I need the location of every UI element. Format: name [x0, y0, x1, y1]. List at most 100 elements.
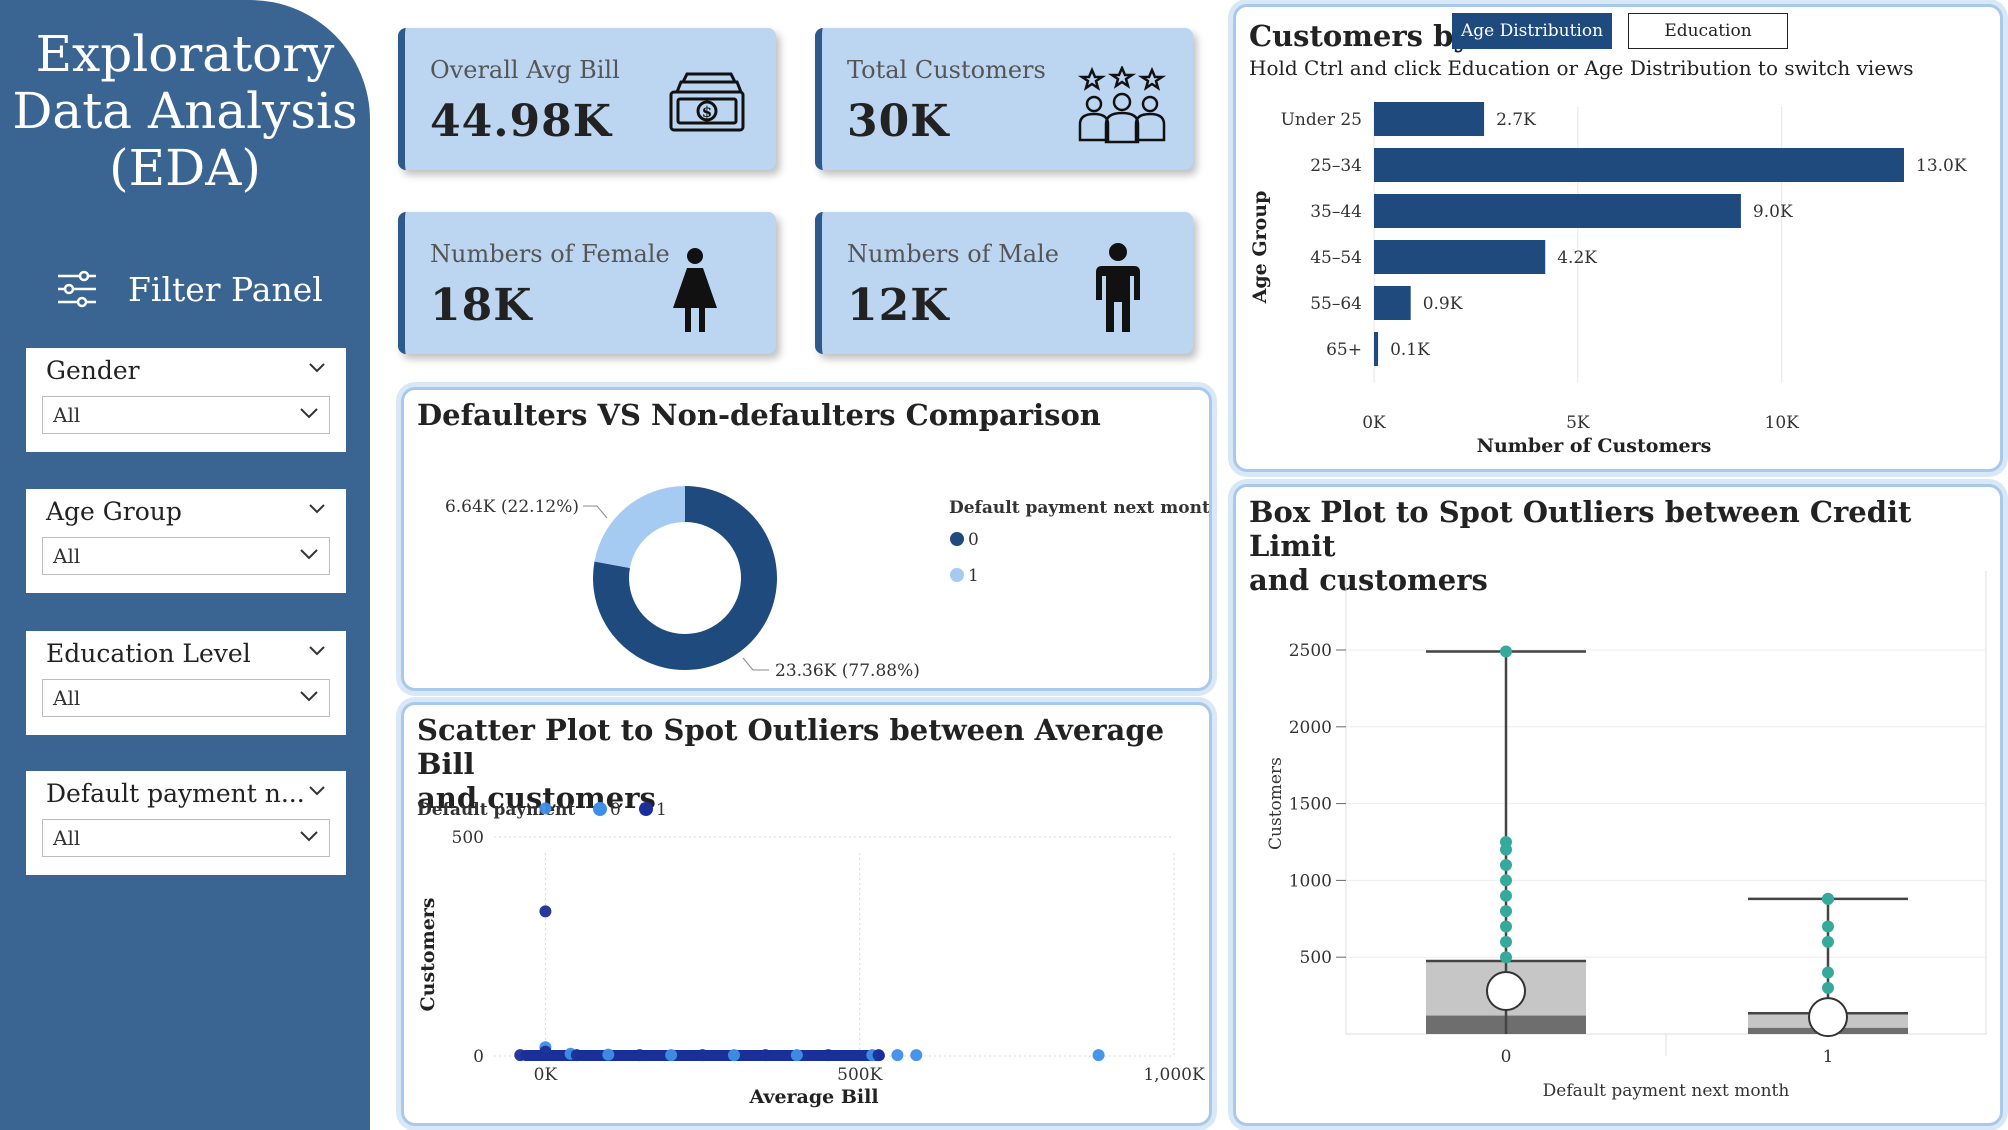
y-tick-label: 0: [473, 1047, 484, 1067]
filter-panel-label: Filter Panel: [128, 269, 323, 309]
scatter-point: [1092, 1049, 1105, 1062]
outlier-point: [1500, 874, 1512, 887]
bar: [1374, 332, 1379, 366]
box-title-line: Box Plot to Spot Outliers between Credit…: [1249, 495, 1912, 563]
box-title-line: and customers: [1249, 563, 1488, 597]
legend-title: Default payment next month: [949, 498, 1209, 518]
leader-line: [742, 657, 769, 671]
box-plot-chart: 500 1000 1500 2000 2500 0 1 Default payment nex…: [1266, 571, 1987, 1101]
x-tick-label: 0K: [534, 1065, 558, 1085]
education-level-select[interactable]: All: [42, 679, 330, 717]
age-group-filter: Age Group All: [26, 489, 346, 593]
kpi-female-count: Numbers of Female 18K: [398, 212, 776, 354]
outlier-point: [1500, 951, 1512, 964]
outlier-point: [1822, 935, 1834, 948]
scatter-point: [514, 1049, 527, 1062]
data-label: 4.2K: [1557, 248, 1597, 268]
data-label: 13.0K: [1916, 156, 1967, 176]
app-title-line: Exploratory: [35, 25, 335, 83]
gender-select[interactable]: All: [42, 396, 330, 434]
x-axis-label: Average Bill: [748, 1086, 878, 1108]
outlier-point: [1500, 889, 1512, 902]
chevron-down-icon[interactable]: [308, 645, 326, 657]
kpi-total-customers: Total Customers 30K: [815, 28, 1193, 170]
y-axis-label: Age Group: [1249, 191, 1271, 305]
scatter-title-line: and customers: [417, 781, 656, 815]
outlier-point: [1500, 905, 1512, 918]
select-value: All: [53, 403, 81, 427]
female-icon: [673, 248, 717, 332]
y-axis-label: Customers: [1266, 757, 1286, 850]
outlier-point: [1500, 859, 1512, 872]
legend-label: 1: [656, 800, 667, 820]
x-axis-label: Number of Customers: [1477, 435, 1712, 457]
chevron-down-icon[interactable]: [308, 362, 326, 374]
kpi-title: Numbers of Female: [430, 240, 670, 268]
legend-marker: [950, 568, 964, 582]
box-plot-panel: Box Plot to Spot Outliers between Credit…: [1233, 484, 2003, 1126]
education-toggle[interactable]: Education: [1628, 13, 1788, 49]
x-tick-label: 0: [1501, 1047, 1512, 1067]
outlier-point: [1500, 920, 1512, 933]
category-label: 65+: [1326, 340, 1362, 360]
median-marker: [1808, 997, 1848, 1038]
outlier-point: [1500, 935, 1512, 948]
x-tick-label: 500K: [837, 1065, 882, 1085]
x-tick-label: 1,000K: [1143, 1065, 1205, 1085]
filter-sidebar: Exploratory Data Analysis (EDA) Filter P…: [0, 0, 370, 1130]
select-value: All: [53, 544, 81, 568]
y-tick-label: 2500: [1289, 641, 1332, 661]
kpi-title: Total Customers: [847, 56, 1046, 84]
customers-icon: [1077, 66, 1167, 144]
male-icon: [1096, 243, 1140, 332]
filter-panel-header: Filter Panel: [56, 268, 323, 310]
chevron-down-icon: [300, 408, 318, 419]
kpi-value: 18K: [430, 280, 533, 331]
scatter-chart: Default payment 0 1 0K 500K 1,000K 0 500 Average…: [417, 800, 1205, 1108]
donut-chart: 23.36K (77.88%) 6.64K (22.12%) Default pay…: [445, 486, 1209, 681]
age-bar-chart: Under 25 2.7K 25–34 13.0K 35–44 9.0K 45–54 4.2K…: [1249, 102, 1967, 457]
category-label: Under 25: [1281, 110, 1362, 130]
x-tick-label: 0K: [1362, 413, 1386, 433]
legend-label: 0: [610, 800, 621, 820]
select-value: All: [53, 686, 81, 710]
kpi-title: Numbers of Male: [847, 240, 1059, 268]
kpi-value: 44.98K: [430, 96, 613, 147]
filter-label: Age Group: [46, 497, 182, 526]
scatter-point: [633, 1049, 646, 1062]
age-distribution-toggle[interactable]: Age Distribution: [1452, 13, 1612, 49]
app-title-line: Data Analysis: [12, 82, 358, 140]
kpi-value: 12K: [847, 280, 950, 331]
sliders-icon: [58, 270, 96, 308]
money-icon: $: [669, 72, 745, 132]
scatter-panel: Scatter Plot to Spot Outliers between Av…: [401, 702, 1212, 1126]
category-label: 25–34: [1310, 156, 1362, 176]
chevron-down-icon[interactable]: [308, 503, 326, 515]
outlier-point: [1500, 843, 1512, 856]
kpi-value: 30K: [847, 96, 950, 147]
scatter-panel-title: Scatter Plot to Spot Outliers between Av…: [417, 713, 1209, 815]
chevron-down-icon[interactable]: [308, 785, 326, 797]
scatter-point: [891, 1049, 904, 1062]
data-label: 0.1K: [1390, 340, 1430, 360]
outlier-point: [1822, 966, 1834, 979]
legend-label: 1: [968, 566, 979, 586]
outlier-point: [1500, 645, 1512, 658]
legend-label: 0: [968, 530, 979, 550]
kpi-male-count: Numbers of Male 12K: [815, 212, 1193, 354]
filter-label: Education Level: [46, 639, 251, 668]
default-payment-select[interactable]: All: [42, 819, 330, 857]
x-tick-label: 1: [1823, 1047, 1834, 1067]
scatter-title-line: Scatter Plot to Spot Outliers between Av…: [417, 713, 1165, 781]
bar: [1374, 148, 1904, 182]
age-group-select[interactable]: All: [42, 537, 330, 575]
svg-text:$: $: [702, 103, 712, 121]
median-marker: [1486, 970, 1526, 1011]
donut-panel: Defaulters VS Non-defaulters Comparison …: [401, 387, 1212, 691]
age-panel-title: Customers by: [1249, 19, 1471, 53]
y-axis-label: Customers: [417, 898, 439, 1012]
chevron-down-icon: [300, 831, 318, 842]
x-tick-label: 5K: [1566, 413, 1590, 433]
scatter-point: [822, 1049, 835, 1062]
kpi-overall-avg-bill: Overall Avg Bill 44.98K $: [398, 28, 776, 170]
